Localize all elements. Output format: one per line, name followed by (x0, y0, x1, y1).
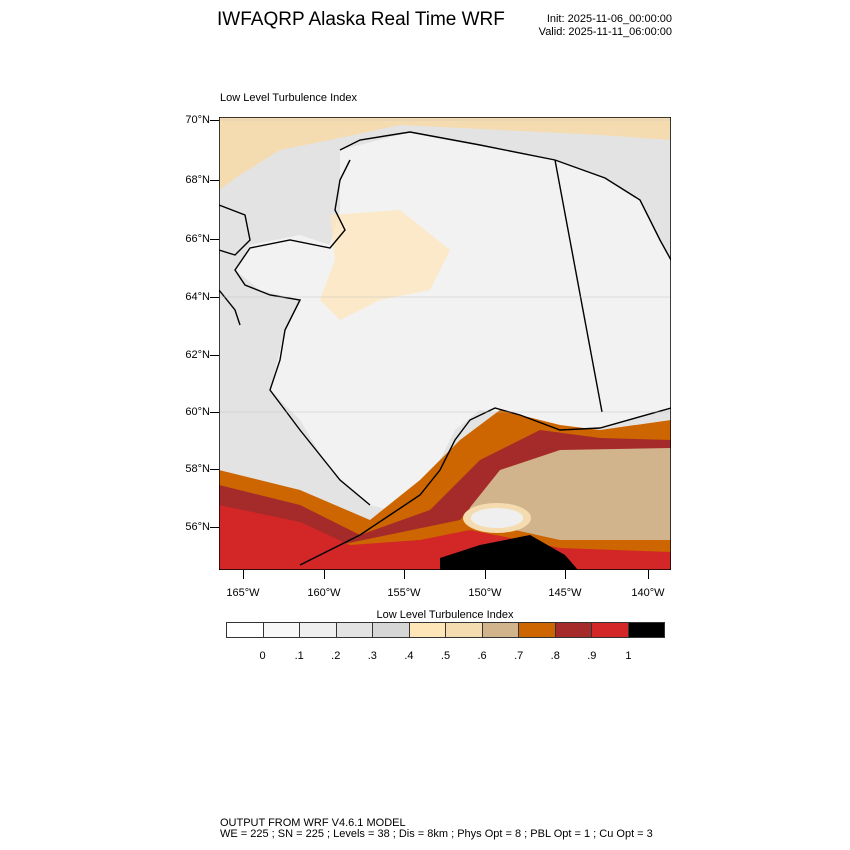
colorbar-label: .8 (550, 650, 560, 662)
colorbar-swatch (409, 623, 446, 637)
tick (210, 180, 219, 181)
gulf-black (440, 535, 578, 570)
footer-line-2: WE = 225 ; SN = 225 ; Levels = 38 ; Dis … (220, 828, 653, 840)
tan-patches (320, 210, 450, 320)
tick (324, 570, 325, 579)
tick (485, 570, 486, 579)
tick (210, 527, 219, 528)
colorbar (226, 622, 665, 638)
lon-label: 160°W (307, 587, 341, 599)
colorbar-swatch (263, 623, 300, 637)
colorbar-label: 0 (259, 650, 266, 662)
tick (404, 570, 405, 579)
lat-label: 70°N (185, 114, 210, 126)
colorbar-swatch (519, 623, 556, 637)
colorbar-label: .9 (587, 650, 597, 662)
tick (210, 239, 219, 240)
init-time: Init: 2025-11-06_00:00:00 (546, 13, 672, 25)
turbulence-map (219, 117, 671, 570)
model-footer: OUTPUT FROM WRF V4.6.1 MODEL WE = 225 ; … (220, 818, 653, 840)
graticule (219, 119, 671, 413)
lon-label: 145°W (548, 587, 582, 599)
colorbar-label: .7 (514, 650, 524, 662)
plot-title: IWFAQRP Alaska Real Time WRF (217, 9, 505, 30)
colorbar-label: .6 (477, 650, 487, 662)
arctic-tan-field (219, 117, 671, 190)
tick (210, 469, 219, 470)
colorbar-label: .1 (294, 650, 304, 662)
gulf-low (471, 508, 523, 528)
map-subtitle: Low Level Turbulence Index (220, 92, 357, 104)
tick (243, 570, 244, 579)
colorbar-swatch (592, 623, 629, 637)
colorbar-swatch (446, 623, 483, 637)
lat-label: 68°N (185, 174, 210, 186)
colorbar-swatch (482, 623, 519, 637)
colorbar-swatch (555, 623, 592, 637)
colorbar-title: Low Level Turbulence Index (376, 609, 514, 621)
lon-label: 150°W (468, 587, 502, 599)
colorbar-label: 1 (625, 650, 632, 662)
run-times: Init: 2025-11-06_00:00:00 Valid: 2025-11… (539, 13, 672, 39)
tick (210, 120, 219, 121)
tick (565, 570, 566, 579)
lat-label: 62°N (185, 349, 210, 361)
lat-label: 64°N (185, 291, 210, 303)
footer-line-1: OUTPUT FROM WRF V4.6.1 MODEL (220, 817, 406, 829)
colorbar-label: .3 (367, 650, 377, 662)
colorbar-label: .5 (440, 650, 451, 662)
colorbar-label: .2 (331, 650, 341, 662)
colorbar-swatch (628, 623, 664, 637)
tick (648, 570, 649, 579)
colorbar-swatch (336, 623, 373, 637)
coastline (219, 131, 671, 566)
colorbar-swatch (227, 623, 264, 637)
lon-label: 165°W (226, 587, 260, 599)
lat-label: 56°N (185, 521, 210, 533)
colorbar-swatch (300, 623, 337, 637)
colorbar-swatch (373, 623, 410, 637)
lat-label: 58°N (185, 463, 210, 475)
valid-time: Valid: 2025-11-11_06:00:00 (538, 26, 672, 38)
colorbar-label: .4 (404, 650, 414, 662)
lat-label: 60°N (185, 406, 210, 418)
lon-label: 140°W (631, 587, 665, 599)
lon-label: 155°W (387, 587, 421, 599)
lat-label: 66°N (185, 233, 210, 245)
tick (210, 297, 219, 298)
tick (210, 412, 219, 413)
tick (210, 355, 219, 356)
gulf-darkred (219, 430, 671, 570)
